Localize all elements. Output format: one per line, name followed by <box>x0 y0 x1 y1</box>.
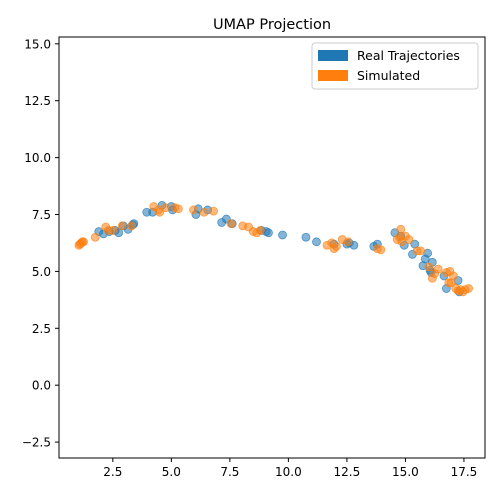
plot-frame <box>58 36 486 459</box>
data-point <box>155 207 165 217</box>
data-point <box>117 221 127 231</box>
x-tick-label: 17.5 <box>451 465 478 479</box>
data-point <box>376 245 386 255</box>
y-tick-label: 5.0 <box>32 265 51 279</box>
legend-box <box>311 42 479 90</box>
legend-swatch <box>318 50 348 61</box>
y-tick-label: 10.0 <box>24 151 51 165</box>
data-point <box>301 232 311 242</box>
data-point <box>173 204 183 214</box>
data-point <box>189 205 198 215</box>
data-point <box>161 203 170 213</box>
x-tick-label: 5.0 <box>162 465 181 479</box>
x-tick-label: 2.5 <box>103 465 122 479</box>
y-tick-label: 0.0 <box>32 379 51 393</box>
y-tick-label: 2.5 <box>32 322 51 336</box>
legend-label: Real Trajectories <box>357 48 460 63</box>
data-point <box>404 235 414 244</box>
data-point <box>312 237 321 247</box>
data-point <box>79 237 88 247</box>
data-point <box>343 237 353 247</box>
data-point <box>433 264 443 274</box>
data-point <box>416 246 426 256</box>
x-tick-label: 12.5 <box>334 465 361 479</box>
data-point <box>264 228 273 238</box>
y-tick-label: 15.0 <box>24 37 51 51</box>
x-tick-label: 7.5 <box>220 465 239 479</box>
data-point <box>255 226 265 235</box>
y-tick-label: 7.5 <box>32 208 51 222</box>
data-point <box>396 224 406 234</box>
data-point <box>464 284 474 293</box>
chart-title: UMAP Projection <box>213 17 331 33</box>
data-point <box>448 271 458 281</box>
x-tick-label: 15.0 <box>392 465 419 479</box>
y-tick-label: 12.5 <box>24 94 51 108</box>
y-tick-label: −2.5 <box>22 436 51 450</box>
data-point <box>199 207 209 217</box>
data-point <box>331 241 341 251</box>
legend: Real Trajectories Simulated <box>311 42 479 90</box>
data-point <box>424 262 434 272</box>
points-layer <box>74 200 474 297</box>
y-axis: −2.5 0.0 2.5 5.0 7.5 10.0 12.5 15.0 <box>22 37 59 450</box>
legend-swatch <box>318 70 348 81</box>
data-point <box>209 206 218 216</box>
series-simulated <box>74 202 474 297</box>
legend-label: Simulated <box>357 68 420 83</box>
data-point <box>127 221 136 231</box>
data-point <box>278 230 287 240</box>
x-axis: 2.5 5.0 7.5 10.0 12.5 15.0 17.5 <box>103 458 477 479</box>
data-point <box>90 232 100 242</box>
x-tick-label: 10.0 <box>275 465 302 479</box>
data-point <box>226 219 236 229</box>
data-point <box>108 226 118 235</box>
